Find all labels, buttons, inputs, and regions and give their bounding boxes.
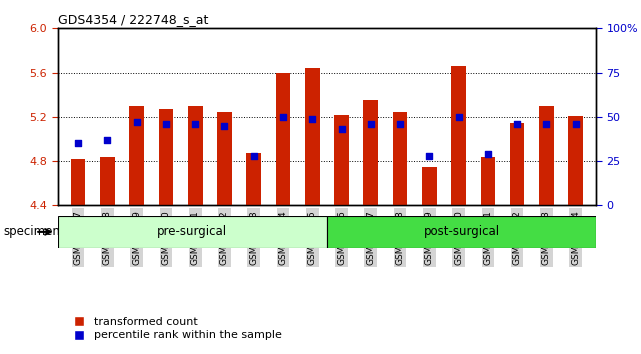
Bar (305, 68, 320, 205)
Point (307, 116, 317, 121)
Bar (327, 216, 596, 248)
Point (103, 137, 113, 143)
Bar (481, 157, 495, 205)
Point (395, 121, 405, 127)
Text: post-surgical: post-surgical (424, 225, 499, 238)
Bar (276, 73, 290, 205)
Bar (100, 157, 115, 205)
Point (424, 153, 435, 159)
Point (337, 126, 347, 132)
Bar (217, 113, 232, 205)
Bar (159, 109, 173, 205)
Bar (539, 106, 554, 205)
Point (190, 121, 201, 127)
Text: GDS4354 / 222748_s_at: GDS4354 / 222748_s_at (58, 13, 208, 26)
Bar (422, 167, 437, 205)
Point (483, 151, 493, 157)
Bar (393, 113, 408, 205)
Point (278, 114, 288, 120)
Bar (246, 153, 261, 205)
Bar (129, 106, 144, 205)
Bar (363, 100, 378, 205)
Point (161, 121, 171, 127)
Point (131, 119, 142, 125)
Point (73, 141, 83, 146)
Bar (451, 66, 466, 205)
Bar (569, 116, 583, 205)
Point (219, 123, 229, 129)
Bar (71, 159, 85, 205)
Bar (188, 106, 203, 205)
Point (570, 121, 581, 127)
Point (453, 114, 463, 120)
Point (365, 121, 376, 127)
Bar (510, 124, 524, 205)
Bar (58, 216, 327, 248)
Legend: transformed count, percentile rank within the sample: transformed count, percentile rank withi… (63, 313, 287, 345)
Point (249, 153, 259, 159)
Text: pre-surgical: pre-surgical (157, 225, 228, 238)
Point (512, 121, 522, 127)
Text: specimen: specimen (3, 225, 60, 238)
Point (541, 121, 551, 127)
Bar (334, 115, 349, 205)
